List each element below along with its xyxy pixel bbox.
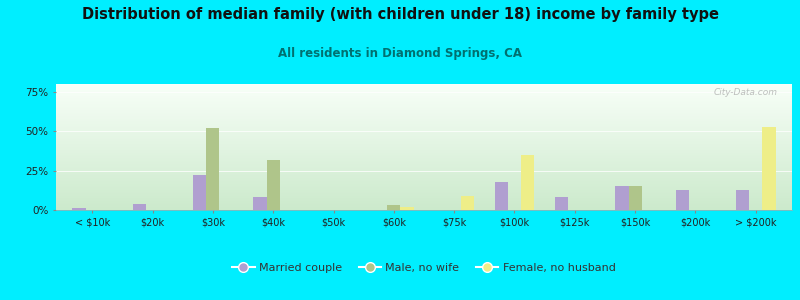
- Text: All residents in Diamond Springs, CA: All residents in Diamond Springs, CA: [278, 46, 522, 59]
- Bar: [736, 190, 749, 210]
- Bar: [461, 196, 474, 210]
- Bar: [494, 182, 508, 210]
- Bar: [387, 205, 401, 210]
- Bar: [254, 197, 266, 210]
- Bar: [266, 160, 280, 210]
- Bar: [521, 155, 534, 210]
- Bar: [615, 186, 629, 210]
- Text: City-Data.com: City-Data.com: [714, 88, 778, 97]
- Text: Distribution of median family (with children under 18) income by family type: Distribution of median family (with chil…: [82, 8, 718, 22]
- Bar: [206, 128, 219, 210]
- Bar: [675, 190, 689, 210]
- Bar: [762, 127, 776, 210]
- Bar: [401, 207, 414, 210]
- Bar: [555, 197, 568, 210]
- Bar: [193, 175, 206, 210]
- Legend: Married couple, Male, no wife, Female, no husband: Married couple, Male, no wife, Female, n…: [228, 259, 620, 278]
- Bar: [133, 204, 146, 210]
- Bar: [629, 186, 642, 210]
- Bar: [72, 208, 86, 210]
